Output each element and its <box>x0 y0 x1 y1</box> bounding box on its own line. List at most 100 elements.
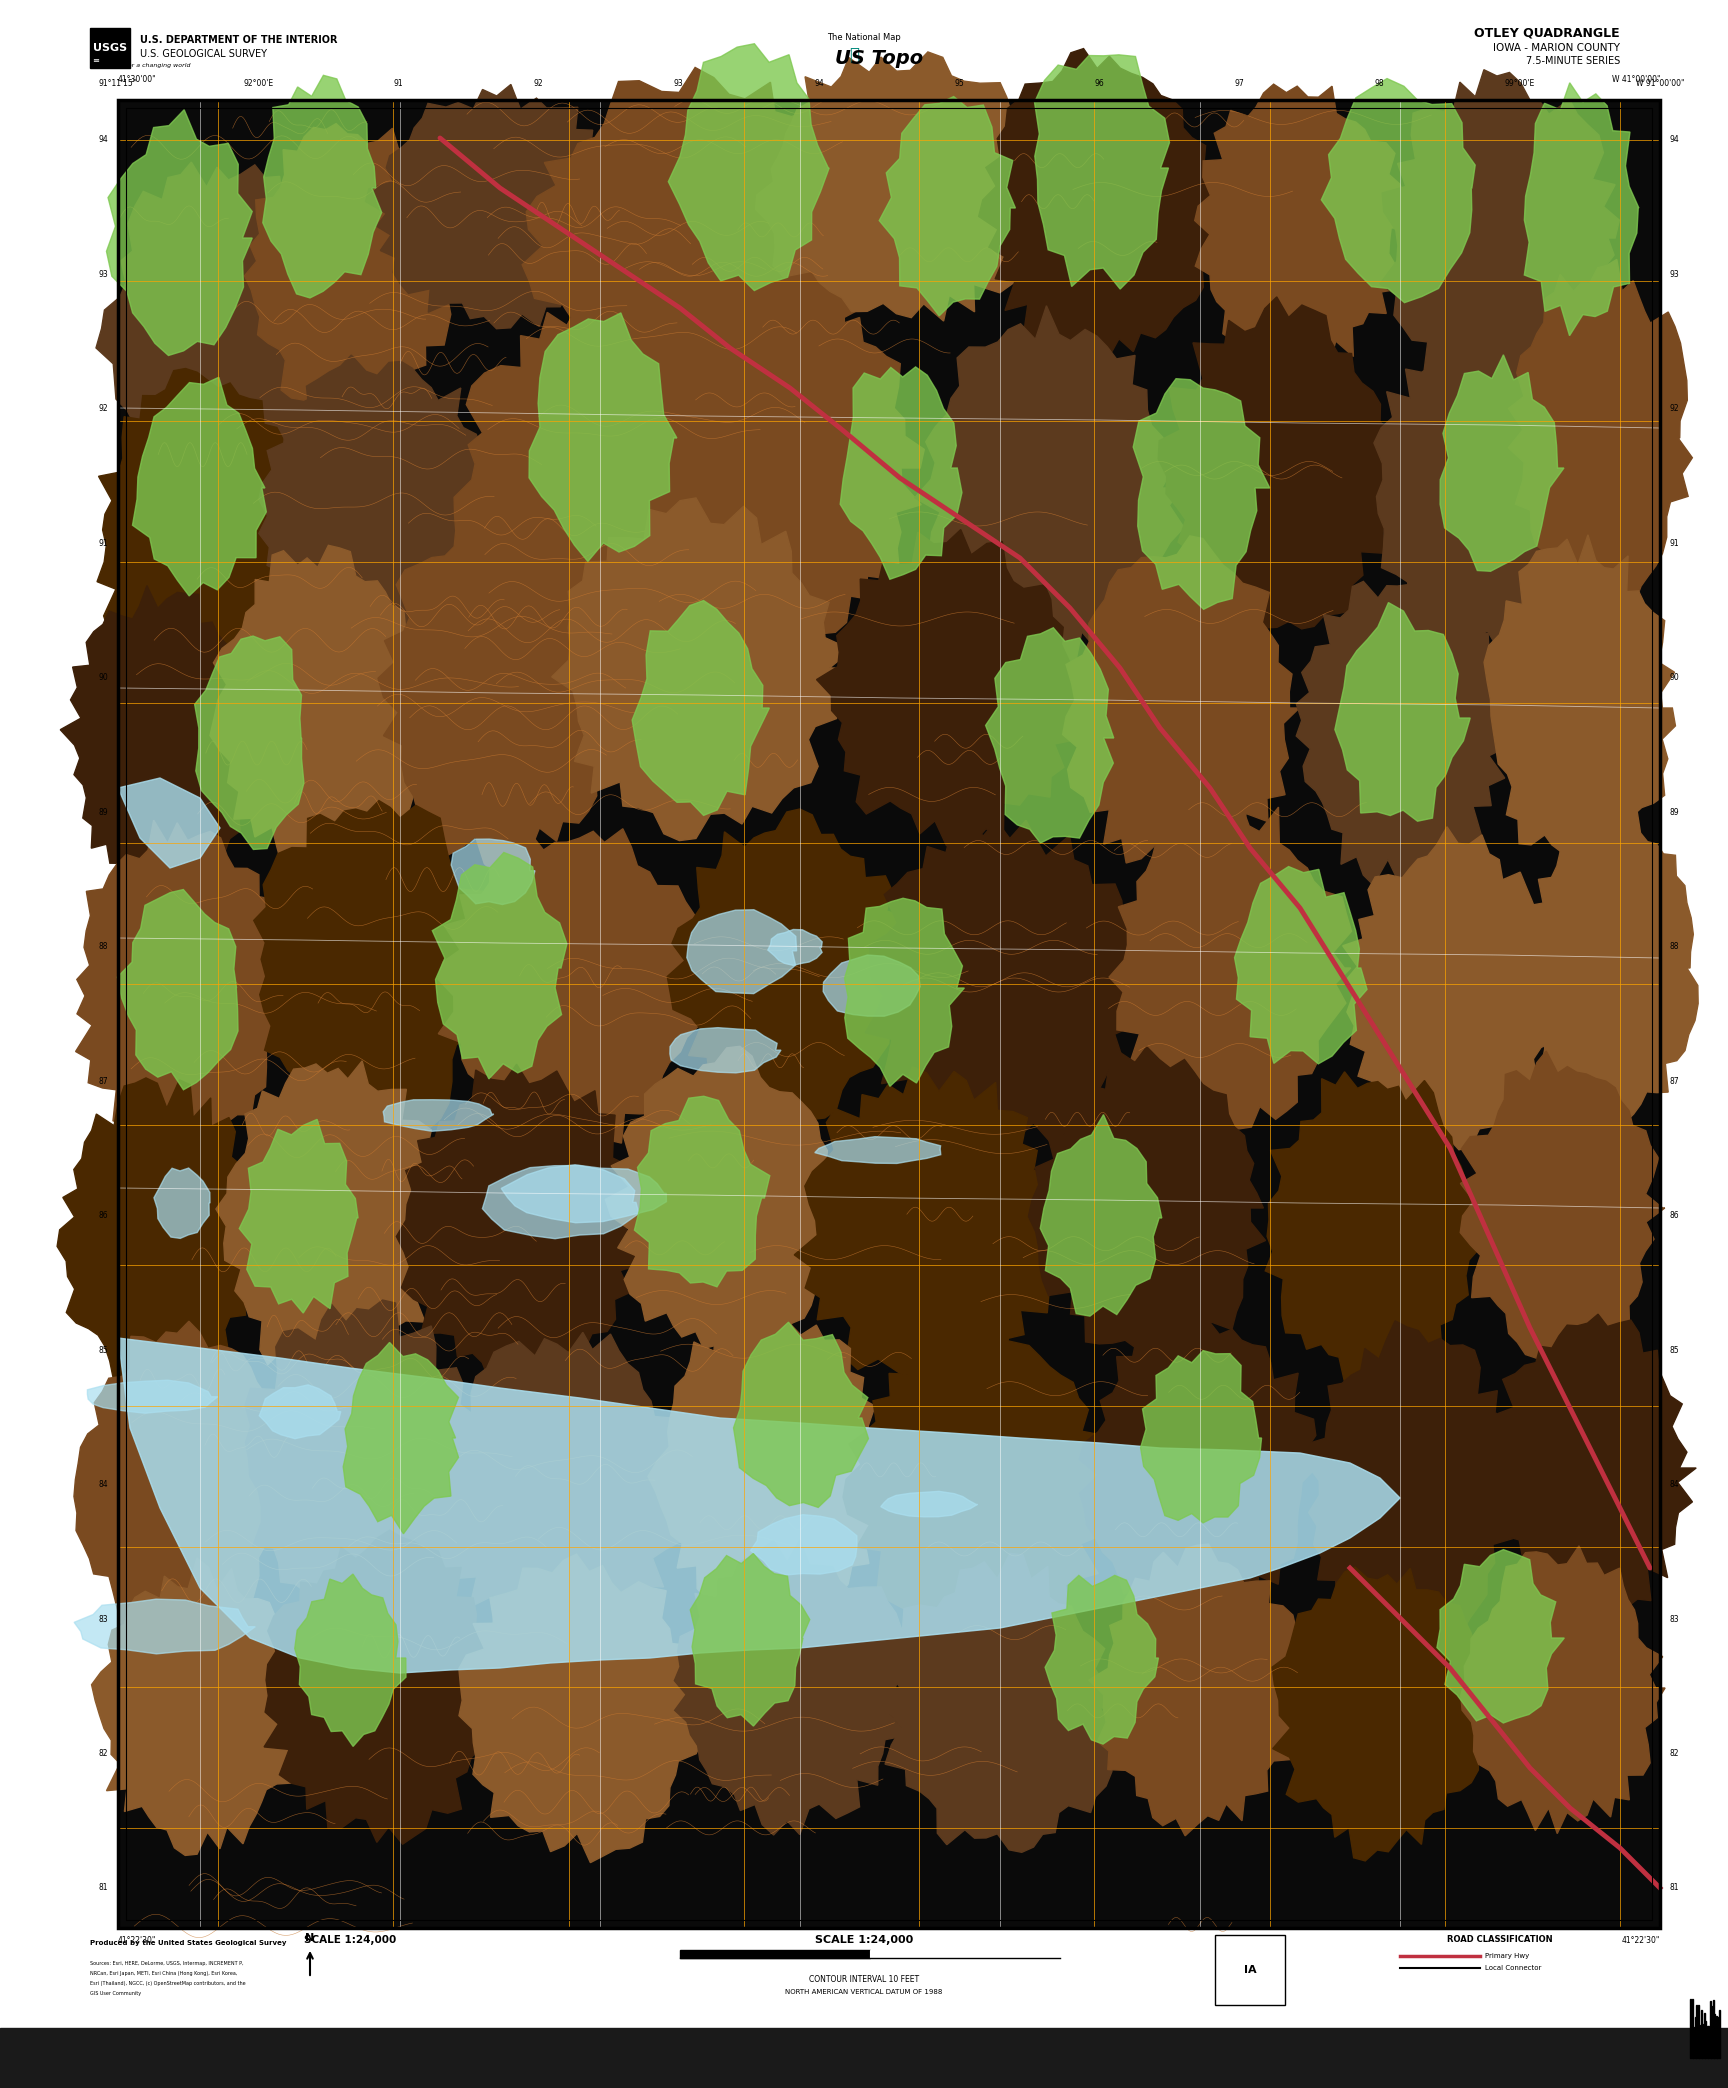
Polygon shape <box>634 1096 769 1286</box>
Text: Primary Hwy: Primary Hwy <box>1484 1952 1529 1959</box>
Text: ROAD CLASSIFICATION: ROAD CLASSIFICATION <box>1446 1936 1553 1944</box>
Polygon shape <box>216 1061 448 1389</box>
Polygon shape <box>674 1539 911 1835</box>
Text: N: N <box>306 1933 314 1944</box>
Polygon shape <box>1272 1568 1491 1860</box>
Text: 87: 87 <box>98 1077 107 1086</box>
Polygon shape <box>1484 535 1676 881</box>
Text: USGS: USGS <box>93 44 128 52</box>
Text: 83: 83 <box>98 1614 107 1624</box>
Polygon shape <box>1322 79 1476 303</box>
Text: IOWA - MARION COUNTY: IOWA - MARION COUNTY <box>1493 44 1621 52</box>
Polygon shape <box>1035 54 1170 288</box>
Text: NRCan, Esri Japan, METI, Esri China (Hong Kong), Esri Korea,: NRCan, Esri Japan, METI, Esri China (Hon… <box>90 1971 237 1975</box>
Polygon shape <box>118 779 219 869</box>
Text: CONTOUR INTERVAL 10 FEET: CONTOUR INTERVAL 10 FEET <box>809 1975 919 1984</box>
Polygon shape <box>632 601 769 816</box>
Text: 81: 81 <box>1669 1883 1680 1892</box>
Polygon shape <box>1460 1050 1664 1366</box>
Polygon shape <box>679 315 924 643</box>
Text: 89: 89 <box>1669 808 1680 816</box>
Polygon shape <box>254 800 492 1150</box>
Text: 91: 91 <box>394 79 403 88</box>
Polygon shape <box>817 530 1087 846</box>
Polygon shape <box>978 48 1220 367</box>
Text: SCALE 1:24,000: SCALE 1:24,000 <box>304 1936 396 1946</box>
Polygon shape <box>118 889 238 1090</box>
Polygon shape <box>522 67 880 409</box>
Text: 93: 93 <box>98 269 107 280</box>
Polygon shape <box>605 1046 850 1363</box>
Polygon shape <box>1381 69 1619 409</box>
Text: W 91°00'00": W 91°00'00" <box>1636 79 1685 88</box>
Text: SCALE 1:24,000: SCALE 1:24,000 <box>816 1936 912 1946</box>
Bar <box>681 1950 869 1959</box>
Polygon shape <box>1265 1071 1481 1389</box>
Polygon shape <box>1194 84 1405 378</box>
Text: Produced by the United States Geological Survey: Produced by the United States Geological… <box>90 1940 287 1946</box>
Polygon shape <box>1334 603 1471 821</box>
Polygon shape <box>750 1514 857 1574</box>
Polygon shape <box>97 163 340 518</box>
Polygon shape <box>878 1553 1121 1852</box>
Text: 95: 95 <box>954 79 964 88</box>
Polygon shape <box>1045 1574 1158 1743</box>
Polygon shape <box>154 1167 211 1238</box>
Polygon shape <box>669 44 829 290</box>
Text: 98: 98 <box>1375 79 1384 88</box>
Text: 86: 86 <box>98 1211 107 1219</box>
Polygon shape <box>97 367 311 708</box>
Text: 82: 82 <box>98 1750 107 1758</box>
Text: 41°22'30": 41°22'30" <box>118 1936 156 1946</box>
Polygon shape <box>454 303 752 670</box>
Polygon shape <box>845 898 964 1086</box>
Polygon shape <box>843 1326 1111 1652</box>
Polygon shape <box>866 818 1137 1155</box>
Text: Local Connector: Local Connector <box>1484 1965 1541 1971</box>
Text: Esri (Thailand), NGCC, (c) OpenStreetMap contributors, and the: Esri (Thailand), NGCC, (c) OpenStreetMap… <box>90 1982 245 1986</box>
Text: 96: 96 <box>1094 79 1104 88</box>
Polygon shape <box>1140 1351 1261 1522</box>
Polygon shape <box>840 367 962 578</box>
Bar <box>118 100 1661 1927</box>
Polygon shape <box>76 821 292 1157</box>
Polygon shape <box>244 123 454 420</box>
Text: 91°11'15": 91°11'15" <box>98 79 137 88</box>
Text: U.S. DEPARTMENT OF THE INTERIOR: U.S. DEPARTMENT OF THE INTERIOR <box>140 35 337 46</box>
Text: 93: 93 <box>674 79 684 88</box>
Polygon shape <box>107 111 252 355</box>
Polygon shape <box>689 1553 810 1727</box>
Polygon shape <box>1080 1315 1317 1627</box>
Polygon shape <box>344 1343 458 1535</box>
Text: 92: 92 <box>1669 405 1680 413</box>
Text: 85: 85 <box>1669 1345 1680 1355</box>
Polygon shape <box>1374 322 1591 660</box>
Text: 41°22'30": 41°22'30" <box>1621 1936 1661 1946</box>
Polygon shape <box>263 75 382 299</box>
Text: 87: 87 <box>1669 1077 1680 1086</box>
Polygon shape <box>1498 1313 1697 1627</box>
Polygon shape <box>195 637 304 850</box>
Text: 90: 90 <box>98 672 107 683</box>
Polygon shape <box>1296 572 1510 885</box>
Text: The National Map: The National Map <box>828 33 900 42</box>
Text: 94: 94 <box>1669 136 1680 144</box>
Polygon shape <box>1522 802 1699 1140</box>
Text: 🌲: 🌲 <box>848 46 859 65</box>
Polygon shape <box>914 305 1184 666</box>
Text: 81: 81 <box>98 1883 107 1892</box>
Text: 92°00'E: 92°00'E <box>244 79 273 88</box>
Text: GIS User Community: GIS User Community <box>90 1990 142 1996</box>
Text: 41°30'00": 41°30'00" <box>118 75 157 84</box>
Polygon shape <box>211 545 427 881</box>
Polygon shape <box>432 852 567 1079</box>
Text: 92: 92 <box>534 79 543 88</box>
Polygon shape <box>238 1119 358 1313</box>
Polygon shape <box>1109 800 1351 1130</box>
Bar <box>0 2027 1728 2088</box>
Polygon shape <box>551 497 852 841</box>
Text: 94: 94 <box>814 79 824 88</box>
Text: 84: 84 <box>1669 1480 1680 1489</box>
Polygon shape <box>384 1100 494 1132</box>
Polygon shape <box>1460 1545 1666 1833</box>
